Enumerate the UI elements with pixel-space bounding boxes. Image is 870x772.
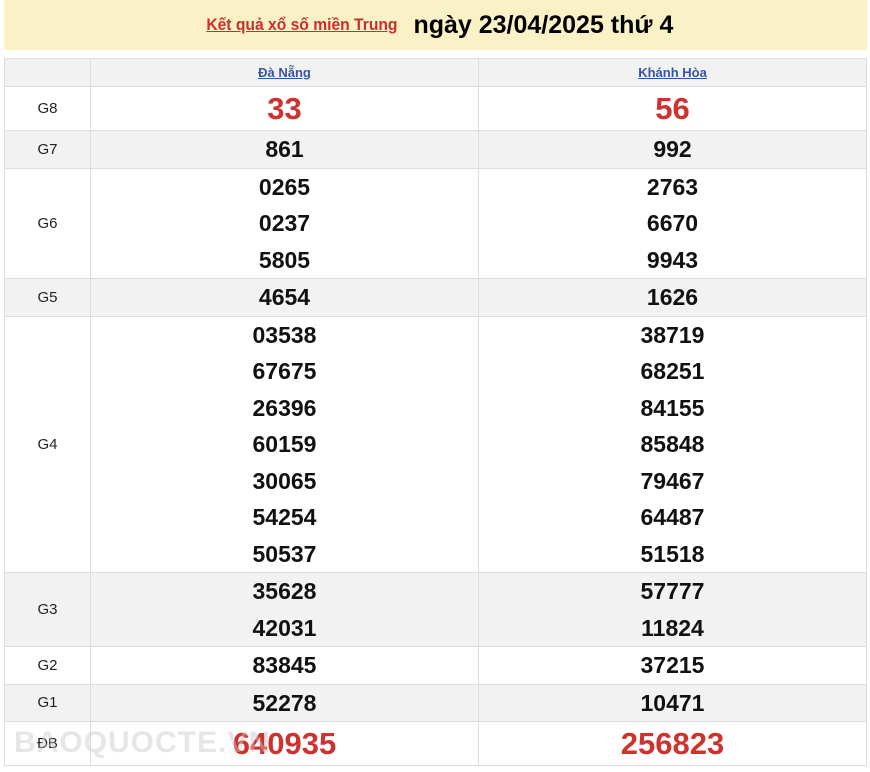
prize-label: G5: [4, 278, 91, 317]
prize-cell: 35628 42031: [90, 572, 479, 647]
prize-cell: 33: [90, 86, 479, 131]
prize-label: G3: [4, 572, 91, 647]
prize-row: G5 4654 1626: [4, 278, 867, 317]
winning-number: 1626: [646, 284, 699, 310]
prize-label: G1: [4, 683, 91, 722]
prize-label: G4: [4, 315, 91, 573]
prize-label: G6: [4, 167, 91, 279]
winning-number: 60159: [252, 431, 317, 457]
winning-number: 5805: [258, 246, 311, 273]
results-table: Đà Nẵng Khánh Hòa G8 33 56 G7 861 992 G6 0265 02…: [4, 58, 867, 766]
winning-number: 67675: [252, 358, 317, 384]
prize-cell: 1626: [478, 278, 867, 317]
prize-row: G4 03538 67675 26396 60159 30065 54254 50537 387…: [4, 315, 867, 573]
prize-cell: 2763 6670 9943: [478, 167, 867, 279]
prize-row: G7 861 992: [4, 130, 867, 169]
watermark: BAOQUOCTE.VN: [14, 726, 272, 759]
prize-row: G2 83845 37215: [4, 646, 867, 685]
winning-number: 2763: [646, 173, 699, 200]
prize-cell: 640935: [90, 721, 479, 766]
winning-number: 10471: [640, 689, 705, 716]
winning-number: 30065: [252, 467, 317, 494]
prize-cell: 0265 0237 5805: [90, 167, 479, 279]
province-link-da-nang[interactable]: Đà Nẵng: [258, 64, 311, 80]
winning-number: 51518: [640, 540, 705, 567]
prize-cell: 52278: [90, 683, 479, 722]
winning-number: 35628: [252, 578, 317, 604]
prize-label: G7: [4, 130, 91, 169]
winning-number: 992: [653, 136, 692, 162]
winning-number: 9943: [646, 246, 699, 273]
prize-row: G1 52278 10471: [4, 683, 867, 722]
prize-cell: 4654: [90, 278, 479, 317]
winning-number: 33: [267, 91, 302, 126]
winning-number: 26396: [252, 394, 317, 421]
draw-date: ngày 23/04/2025 thứ 4: [413, 10, 674, 39]
winning-number: 84155: [640, 394, 705, 421]
winning-number: 4654: [258, 284, 311, 310]
winning-number: 38719: [640, 321, 705, 348]
prize-row: G6 0265 0237 5805 2763 6670 9943: [4, 167, 867, 279]
winning-number: 56: [655, 91, 690, 126]
prize-cell: 37215: [478, 646, 867, 685]
header-blank: [4, 58, 91, 87]
prize-label: G2: [4, 646, 91, 685]
winning-number: 37215: [640, 652, 705, 678]
winning-number: 0265: [258, 173, 311, 200]
winning-number: 256823: [620, 726, 725, 761]
prize-cell: 256823: [478, 721, 867, 766]
prize-cell: 10471: [478, 683, 867, 722]
title-banner: Kết quả xổ số miền Trung ngày 23/04/2025…: [4, 0, 867, 50]
winning-number: 03538: [252, 321, 317, 348]
winning-number: 6670: [646, 210, 699, 236]
prize-cell: 83845: [90, 646, 479, 685]
prize-label: ĐB: [4, 721, 91, 766]
winning-number: 50537: [252, 540, 317, 567]
winning-number: 68251: [640, 358, 705, 384]
region-results-link[interactable]: Kết quả xổ số miền Trung: [205, 15, 398, 34]
winning-number: 64487: [640, 504, 705, 530]
prize-row: ĐB 640935 256823: [4, 721, 867, 766]
winning-number: 42031: [252, 614, 317, 641]
prize-row: G3 35628 42031 57777 11824: [4, 572, 867, 647]
header-row: Đà Nẵng Khánh Hòa: [4, 58, 867, 87]
winning-number: 54254: [252, 504, 317, 530]
winning-number: 11824: [641, 614, 704, 641]
prize-label: G8: [4, 86, 91, 131]
winning-number: 861: [265, 136, 304, 162]
winning-number: 85848: [640, 431, 705, 457]
province-link-khanh-hoa[interactable]: Khánh Hòa: [638, 64, 707, 80]
prize-cell: 57777 11824: [478, 572, 867, 647]
prize-cell: 38719 68251 84155 85848 79467 64487 51518: [478, 315, 867, 573]
prize-cell: 861: [90, 130, 479, 169]
prize-row: G8 33 56: [4, 86, 867, 131]
prize-cell: 992: [478, 130, 867, 169]
prize-cell: 03538 67675 26396 60159 30065 54254 50537: [90, 315, 479, 573]
winning-number: 52278: [252, 689, 317, 716]
winning-number: 640935: [232, 726, 337, 761]
winning-number: 83845: [252, 652, 317, 678]
winning-number: 0237: [258, 210, 311, 236]
prize-cell: 56: [478, 86, 867, 131]
winning-number: 79467: [640, 467, 705, 494]
winning-number: 57777: [640, 578, 705, 604]
